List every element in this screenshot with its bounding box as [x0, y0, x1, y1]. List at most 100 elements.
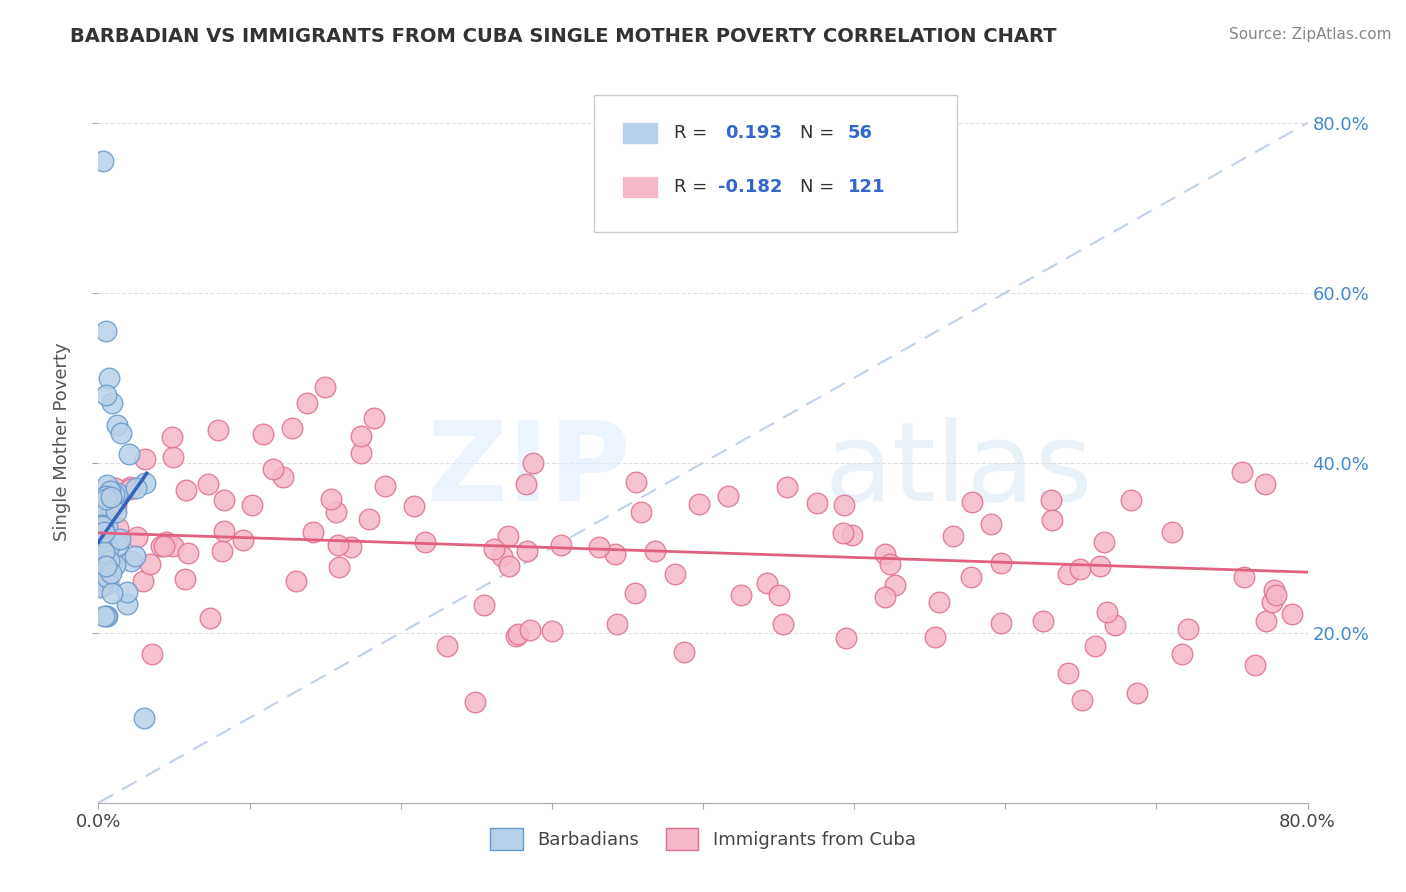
Point: [328, 560, 350, 574]
Point: [96, 570, 118, 584]
Point: [94, 558, 117, 572]
Point: [107, 538, 129, 552]
Point: [125, 530, 148, 544]
Point: [1160, 524, 1182, 539]
Point: [328, 538, 350, 552]
Point: [775, 480, 797, 494]
Point: [883, 578, 905, 592]
Point: [1057, 567, 1080, 582]
Point: [1230, 466, 1253, 480]
Point: [89, 517, 111, 532]
Point: [90, 499, 112, 513]
Text: 56: 56: [848, 124, 873, 142]
Point: [198, 611, 221, 625]
Point: [105, 486, 128, 500]
Point: [374, 479, 396, 493]
Point: [141, 647, 163, 661]
Point: [1092, 535, 1115, 549]
Point: [149, 539, 172, 553]
Point: [688, 497, 710, 511]
Point: [89, 580, 111, 594]
Point: [93, 545, 115, 559]
Point: [96, 489, 118, 503]
Text: R =: R =: [673, 124, 713, 142]
Point: [90, 517, 112, 532]
Text: N =: N =: [800, 178, 839, 196]
Point: [153, 539, 176, 553]
Text: 0.193: 0.193: [724, 124, 782, 142]
Point: [93, 529, 115, 543]
Point: [281, 421, 304, 435]
Point: [664, 567, 686, 582]
Y-axis label: Single Mother Poverty: Single Mother Poverty: [53, 343, 72, 541]
Point: [472, 599, 495, 613]
Point: [319, 492, 342, 507]
Point: [990, 615, 1012, 630]
Point: [117, 598, 139, 612]
Point: [91, 519, 114, 533]
Point: [118, 482, 141, 496]
Point: [162, 450, 184, 465]
Point: [93, 552, 115, 566]
Point: [91, 520, 114, 534]
Point: [928, 595, 950, 609]
Point: [212, 524, 235, 538]
Point: [314, 379, 336, 393]
Point: [1261, 595, 1284, 609]
Point: [841, 527, 863, 541]
Point: [117, 585, 139, 599]
Point: [960, 495, 983, 509]
Point: [252, 427, 274, 442]
Point: [160, 430, 183, 444]
Text: ZIP: ZIP: [427, 417, 630, 524]
Bar: [623, 123, 657, 143]
Point: [155, 534, 177, 549]
Point: [110, 532, 132, 546]
Point: [124, 549, 146, 564]
Point: [1281, 607, 1303, 621]
Text: N =: N =: [800, 124, 839, 142]
Point: [875, 590, 897, 604]
Point: [174, 483, 197, 497]
Point: [174, 572, 197, 586]
Point: [588, 540, 610, 554]
Point: [100, 566, 122, 580]
Point: [94, 559, 117, 574]
Point: [162, 539, 184, 553]
Point: [1104, 618, 1126, 632]
Point: [730, 588, 752, 602]
Point: [340, 541, 363, 555]
Point: [97, 542, 120, 557]
Point: [105, 505, 128, 519]
Point: [139, 557, 162, 571]
Point: [603, 548, 626, 562]
Point: [212, 493, 235, 508]
Point: [1265, 588, 1288, 602]
Point: [100, 490, 122, 504]
Point: [89, 562, 111, 576]
Point: [231, 533, 253, 548]
Point: [98, 371, 121, 385]
Point: [176, 546, 198, 560]
Point: [284, 574, 307, 588]
Point: [89, 566, 111, 581]
Point: [1088, 559, 1111, 574]
Legend: Barbadians, Immigrants from Cuba: Barbadians, Immigrants from Cuba: [481, 819, 925, 859]
Point: [831, 526, 853, 541]
Point: [295, 396, 318, 410]
Point: [540, 624, 562, 638]
Point: [491, 549, 513, 564]
Point: [506, 627, 529, 641]
Point: [835, 631, 858, 645]
Point: [105, 499, 128, 513]
Point: [1071, 693, 1094, 707]
Point: [104, 481, 127, 495]
Point: [1254, 615, 1277, 629]
Point: [118, 447, 141, 461]
Point: [644, 543, 666, 558]
Point: [624, 586, 647, 600]
Point: [942, 529, 965, 543]
Point: [91, 513, 114, 527]
Point: [207, 423, 229, 437]
Point: [924, 630, 946, 644]
